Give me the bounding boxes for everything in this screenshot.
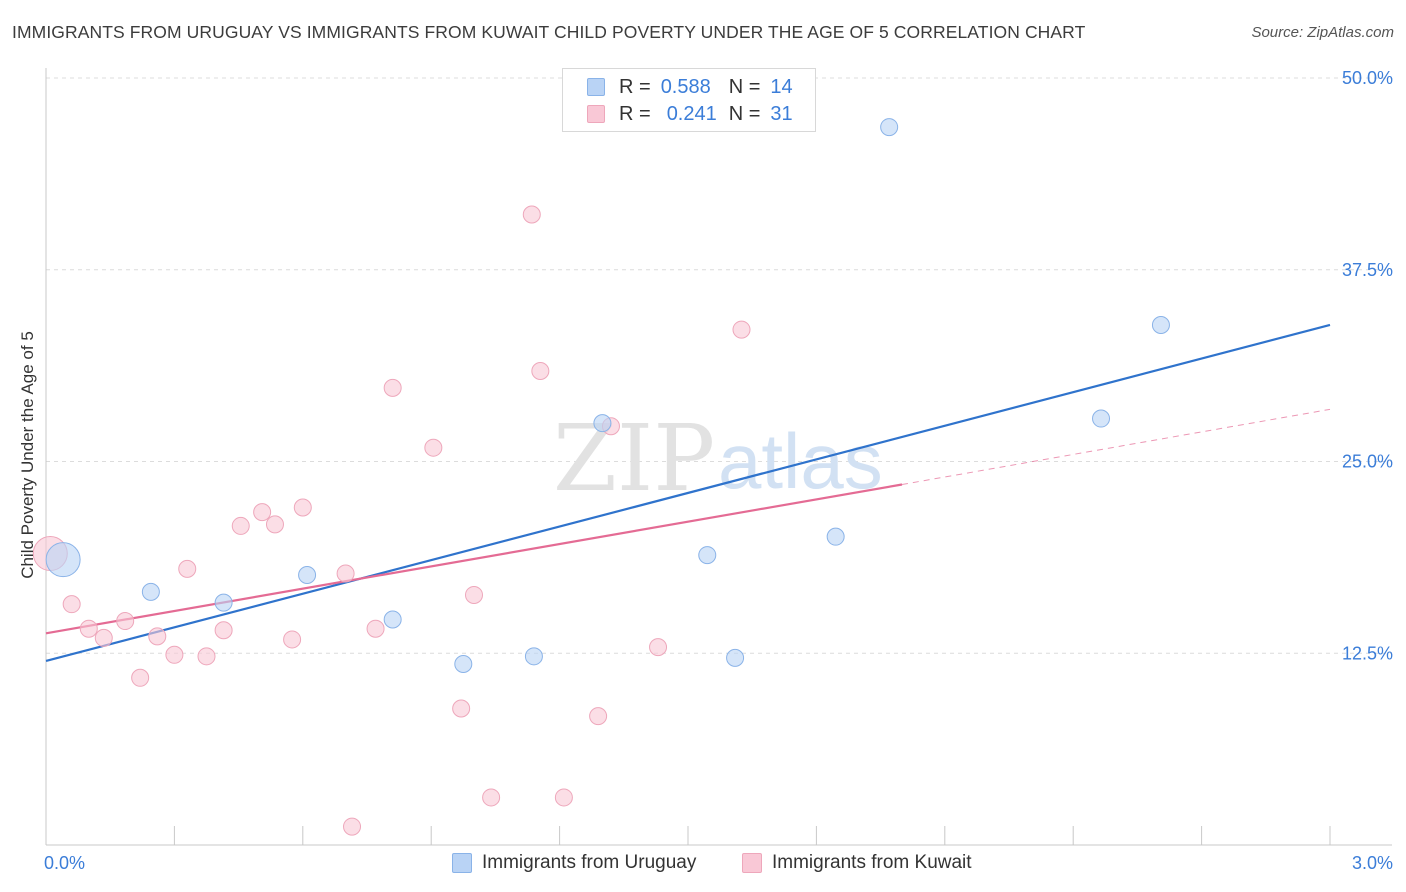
point-uruguay (726, 648, 745, 667)
point-kuwait (732, 320, 751, 339)
point-kuwait (554, 788, 573, 807)
point-uruguay (454, 654, 473, 673)
point-kuwait (649, 638, 668, 657)
legend-row-kuwait: R = 0.241 N = 31 (587, 101, 793, 127)
point-uruguay (880, 118, 899, 137)
point-kuwait (148, 627, 167, 646)
point-uruguay (298, 566, 317, 585)
bottom-legend-label-kuwait: Immigrants from Kuwait (772, 852, 972, 873)
points (32, 118, 1170, 836)
point-kuwait (62, 595, 81, 614)
point-kuwait (178, 559, 197, 578)
point-uruguay (383, 610, 402, 629)
y-tick-label: 12.5% (1342, 643, 1393, 663)
y-tick-label: 25.0% (1342, 452, 1393, 472)
legend-n-label: N = (728, 75, 761, 98)
bottom-legend-uruguay: Immigrants from Uruguay (452, 852, 696, 874)
legend-r-value: 0.588 (660, 75, 711, 98)
bottom-legend-swatch-kuwait (742, 853, 762, 873)
bottom-legend-label-uruguay: Immigrants from Uruguay (482, 852, 697, 873)
legend-swatch-kuwait (587, 105, 605, 123)
y-axis-title: Child Poverty Under the Age of 5 (18, 331, 37, 579)
axes (45, 68, 1392, 846)
point-kuwait (465, 585, 483, 604)
point-kuwait (214, 621, 233, 640)
legend-n-label: N = (728, 102, 761, 125)
legend-box: R = 0.588 N = 14 R = 0.241 N = 31 (562, 68, 816, 132)
watermark-zip: ZIP (553, 405, 715, 512)
point-uruguay (593, 414, 612, 433)
legend-n-value: 31 (770, 102, 793, 125)
trend-lines (45, 323, 1331, 662)
trend-line-kuwait (45, 483, 903, 635)
legend-r-value: 0.241 (666, 102, 717, 125)
point-kuwait (79, 619, 98, 638)
bottom-legend-swatch-uruguay (452, 853, 472, 873)
y-tick-label: 37.5% (1342, 260, 1393, 280)
point-uruguay (45, 542, 81, 578)
x-tick-label-max: 3.0% (1352, 853, 1393, 873)
point-kuwait (336, 564, 355, 583)
watermark: ZIP atlas (553, 405, 883, 512)
point-kuwait (265, 515, 284, 534)
x-tick-label-min: 0.0% (44, 853, 85, 873)
point-kuwait (253, 503, 272, 522)
point-kuwait (589, 707, 608, 726)
point-uruguay (141, 582, 160, 601)
point-uruguay (214, 593, 233, 612)
point-kuwait (293, 498, 312, 517)
watermark-atlas: atlas (718, 417, 883, 505)
point-uruguay (1151, 315, 1170, 334)
point-uruguay (1092, 409, 1111, 428)
tick-labels: 12.5% 25.0% 37.5% 50.0% 0.0% 3.0% Child Povert… (18, 68, 1393, 873)
legend-r-label: R = (619, 75, 651, 98)
point-kuwait (482, 788, 501, 807)
point-kuwait (283, 630, 302, 649)
grid (46, 77, 1392, 654)
point-kuwait (366, 619, 385, 638)
legend-swatch-uruguay (587, 78, 605, 96)
point-uruguay (698, 546, 717, 565)
point-kuwait (383, 378, 402, 397)
point-kuwait (116, 612, 135, 631)
point-kuwait (424, 438, 443, 457)
point-kuwait (131, 668, 150, 687)
legend-n-value: 14 (770, 75, 793, 98)
point-kuwait (165, 645, 184, 664)
bottom-legend-kuwait: Immigrants from Kuwait (742, 852, 972, 874)
trend-line-uruguay (45, 323, 1331, 662)
point-kuwait (452, 699, 471, 718)
y-tick-label: 50.0% (1342, 68, 1393, 88)
point-kuwait (197, 647, 216, 666)
point-uruguay (524, 647, 543, 666)
point-kuwait (94, 628, 113, 647)
legend-row-uruguay: R = 0.588 N = 14 (587, 74, 793, 100)
legend-r-label: R = (619, 102, 651, 125)
point-kuwait (343, 817, 362, 836)
point-kuwait (231, 516, 250, 535)
point-kuwait (522, 205, 541, 224)
point-kuwait (531, 361, 550, 380)
bottom-legend: Immigrants from Uruguay Immigrants from … (0, 852, 1406, 878)
source-label: Source: ZipAtlas.com (1251, 24, 1394, 41)
point-uruguay (826, 527, 845, 546)
chart-title: IMMIGRANTS FROM URUGUAY VS IMMIGRANTS FR… (12, 22, 1086, 42)
